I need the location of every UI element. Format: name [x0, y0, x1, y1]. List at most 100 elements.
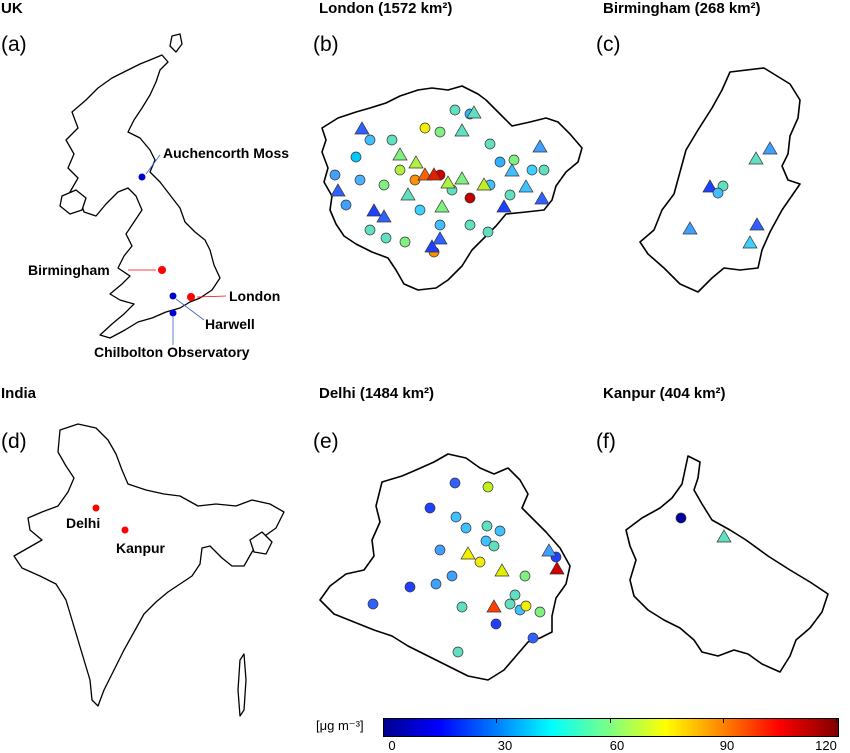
delhi-site	[486, 599, 502, 613]
london-site	[526, 164, 538, 176]
colorbar-tick-90: 90	[719, 738, 735, 753]
london-site	[378, 179, 390, 191]
london-site	[408, 155, 424, 169]
delhi-site	[474, 556, 486, 568]
panel-label-f: (f)	[596, 430, 616, 453]
london-site	[440, 175, 456, 189]
delhi-site	[494, 563, 510, 577]
colorbar	[383, 718, 839, 737]
london-label: London	[229, 288, 281, 304]
colorbar-tick-60: 60	[609, 738, 625, 753]
delhi-label: Delhi	[66, 515, 101, 531]
birmingham-site	[762, 141, 778, 155]
delhi-boundary	[319, 453, 571, 681]
delhi-site	[430, 578, 442, 590]
london-site	[424, 239, 440, 253]
india-title: India	[1, 385, 37, 402]
london-site	[504, 189, 516, 201]
delhi-site	[460, 546, 476, 560]
shetland-outline	[169, 33, 183, 53]
northeast-india-outline	[249, 531, 273, 555]
london-site	[504, 163, 520, 177]
delhi-site	[520, 600, 532, 612]
kanpur-title: Kanpur (404 km²)	[603, 385, 726, 402]
uk-title: UK	[1, 0, 23, 17]
london-site	[518, 179, 534, 193]
london-site	[434, 219, 446, 231]
london-site	[400, 187, 416, 201]
london-site	[394, 164, 406, 176]
harwell-pointer	[175, 298, 205, 321]
london-site	[414, 204, 426, 216]
delhi-title: Delhi (1484 km²)	[319, 385, 435, 402]
colorbar-tick-mark	[496, 718, 497, 723]
kanpur-boundary	[625, 455, 829, 673]
colorbar-tick-30: 30	[497, 738, 513, 753]
india-outline	[13, 423, 285, 707]
delhi-site	[488, 540, 500, 552]
london-site	[464, 219, 476, 231]
london-pointer	[196, 295, 227, 298]
chilbolton-label: Chilbolton Observatory	[94, 344, 250, 360]
london-site	[354, 174, 366, 186]
delhi-site	[450, 511, 462, 523]
kanpur-site	[675, 512, 687, 524]
london-site	[449, 104, 461, 116]
london-site	[386, 134, 398, 146]
london-site	[482, 226, 494, 238]
uk-map	[59, 33, 221, 339]
panel-label-e: (e)	[313, 430, 339, 453]
india-map	[13, 423, 285, 717]
delhi-site	[367, 598, 379, 610]
kanpur-label: Kanpur	[116, 540, 165, 556]
london-site	[534, 191, 550, 205]
kanpur-marker-india	[121, 526, 129, 534]
london-site	[419, 122, 431, 134]
london-site	[354, 121, 370, 135]
london-site	[350, 151, 362, 163]
birmingham-boundary	[639, 67, 801, 293]
london-site	[380, 232, 392, 244]
london-site	[364, 134, 376, 146]
london-site	[432, 231, 448, 245]
delhi-site	[424, 502, 436, 514]
birmingham-markers	[682, 141, 778, 249]
delhi-site	[504, 598, 516, 610]
delhi-markers	[367, 477, 565, 658]
delhi-site	[456, 601, 468, 613]
delhi-site	[404, 581, 416, 593]
colorbar-unit: [μg m⁻³]	[316, 718, 364, 733]
delhi-site	[490, 618, 502, 630]
delhi-site	[494, 525, 506, 537]
birmingham-site	[682, 221, 698, 235]
kanpur-markers	[675, 512, 732, 543]
london-site	[538, 164, 550, 176]
delhi-site	[446, 570, 458, 582]
auchencorth-label: Auchencorth Moss	[163, 145, 290, 161]
london-title: London (1572 km²)	[319, 0, 453, 17]
delhi-site	[549, 561, 565, 575]
london-site	[426, 167, 442, 181]
delhi-site	[460, 522, 472, 534]
london-site	[366, 203, 382, 217]
birmingham-marker	[158, 266, 166, 274]
birmingham-site	[749, 217, 765, 231]
london-site	[494, 156, 506, 168]
birmingham-site	[748, 151, 764, 165]
london-marker	[187, 293, 195, 301]
delhi-site	[452, 646, 464, 658]
birmingham-title: Birmingham (268 km²)	[603, 0, 761, 17]
auchencorth-marker	[138, 173, 146, 181]
london-site	[376, 209, 392, 223]
chilbolton-marker	[169, 309, 177, 317]
panel-label-b: (b)	[313, 33, 339, 56]
delhi-site	[519, 570, 531, 582]
harwell-marker	[169, 292, 177, 300]
islands-outline	[237, 653, 247, 717]
london-site	[476, 177, 492, 191]
harwell-label: Harwell	[205, 316, 255, 332]
london-site	[364, 224, 376, 236]
delhi-site	[480, 535, 492, 547]
london-site	[466, 105, 482, 119]
kanpur-site	[716, 529, 732, 543]
